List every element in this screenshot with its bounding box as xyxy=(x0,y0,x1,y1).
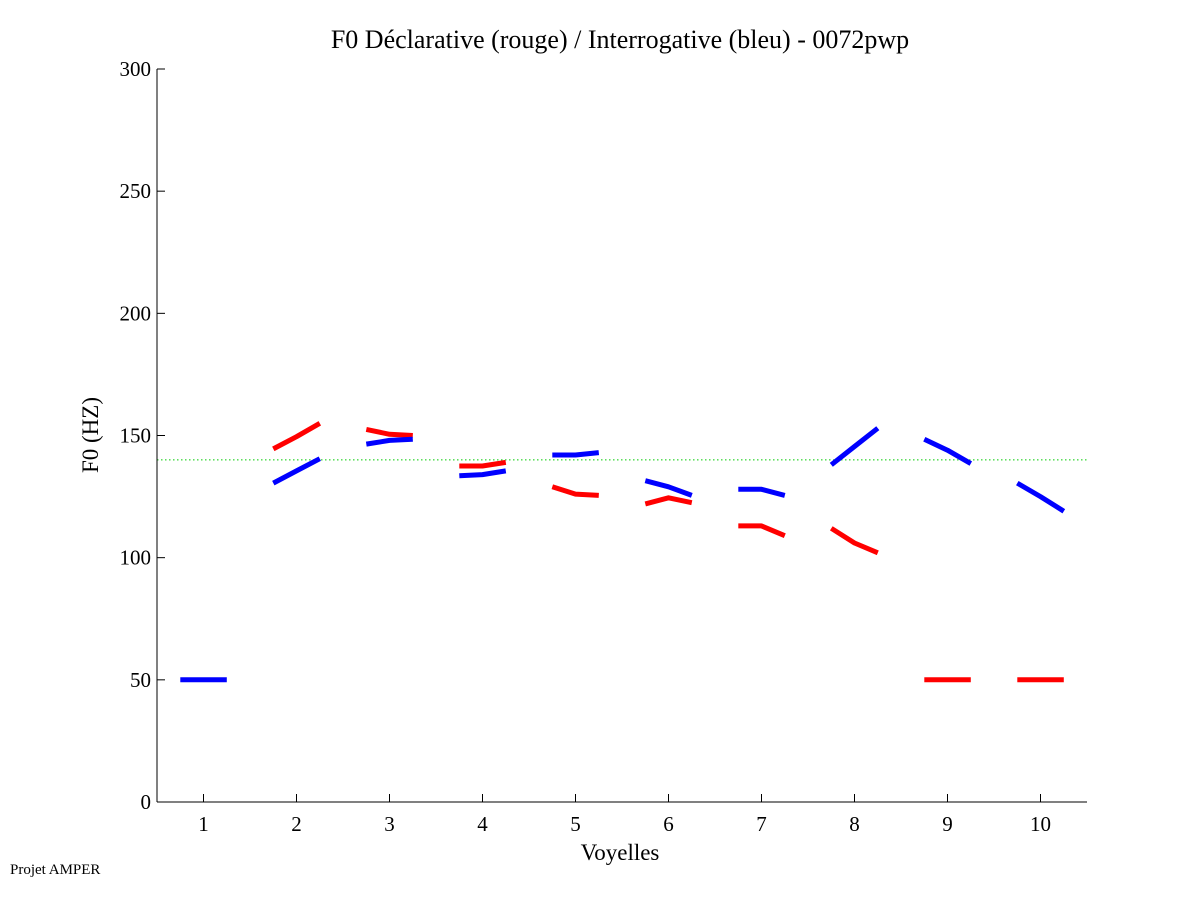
series-red xyxy=(272,421,1064,683)
x-axis-label: Voyelles xyxy=(581,840,660,865)
x-tick-label: 1 xyxy=(198,812,209,836)
x-ticks: 1 2 3 4 5 6 7 8 9 10 xyxy=(198,794,1051,836)
x-tick-label: 8 xyxy=(849,812,860,836)
series-segment xyxy=(644,478,693,498)
y-tick-label: 300 xyxy=(120,57,152,81)
series-segment xyxy=(923,436,973,466)
x-tick-label: 4 xyxy=(477,812,488,836)
y-tick-label: 50 xyxy=(130,668,151,692)
series-segment xyxy=(644,495,693,507)
x-tick-label: 3 xyxy=(384,812,395,836)
series-segment xyxy=(365,436,413,447)
x-tick-label: 10 xyxy=(1030,812,1051,836)
y-tick-label: 200 xyxy=(120,301,152,325)
series-segment xyxy=(738,486,786,498)
series-segment xyxy=(1016,480,1066,514)
series-layer xyxy=(180,421,1066,683)
series-segment xyxy=(459,468,507,479)
x-tick-label: 9 xyxy=(942,812,953,836)
series-segment xyxy=(459,459,507,469)
chart-title: F0 Déclarative (rouge) / Interrogative (… xyxy=(331,25,909,54)
series-segment xyxy=(272,421,322,452)
y-tick-label: 250 xyxy=(120,179,152,203)
series-segment xyxy=(738,523,786,539)
x-tick-label: 5 xyxy=(570,812,581,836)
x-tick-label: 6 xyxy=(663,812,674,836)
series-segment xyxy=(552,450,600,458)
y-axis-label: F0 (HZ) xyxy=(78,397,103,473)
y-ticks: 0 50 100 150 200 250 300 xyxy=(120,57,165,814)
x-tick-label: 7 xyxy=(756,812,767,836)
y-tick-label: 150 xyxy=(120,424,152,448)
series-segment xyxy=(272,456,321,486)
footer-credit: Projet AMPER xyxy=(10,862,101,878)
x-tick-label: 2 xyxy=(291,812,302,836)
series-segment xyxy=(829,526,879,556)
y-tick-label: 100 xyxy=(120,546,152,570)
series-segment xyxy=(365,426,413,438)
series-segment xyxy=(551,484,599,498)
series-blue xyxy=(180,426,1066,683)
series-segment xyxy=(829,426,880,467)
y-tick-label: 0 xyxy=(141,790,152,814)
